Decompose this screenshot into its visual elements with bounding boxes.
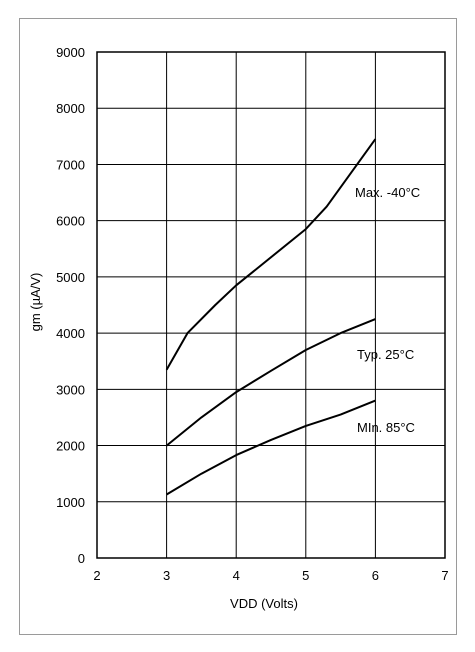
y-tick-labels: 0 1000 2000 3000 4000 5000 6000 7000 8000 9000 (56, 45, 85, 566)
grid-lines (97, 52, 445, 558)
y-tick-label: 0 (78, 551, 85, 566)
y-tick-label: 2000 (56, 439, 85, 454)
x-tick-label: 2 (93, 568, 100, 583)
series-line-1 (165, 318, 376, 447)
series-lines (165, 138, 377, 496)
y-tick-label: 7000 (56, 157, 85, 172)
y-axis-label: gm (µA/V) (28, 273, 43, 332)
series-line-0 (165, 138, 377, 371)
y-tick-label: 8000 (56, 101, 85, 116)
series-labels: Max. -40°C Typ. 25°C MIn. 85°C (355, 185, 420, 435)
y-tick-label: 3000 (56, 382, 85, 397)
x-tick-label: 3 (163, 568, 170, 583)
x-tick-label: 6 (372, 568, 379, 583)
plot-area-border (96, 51, 446, 559)
series-label-0: Max. -40°C (355, 185, 420, 200)
x-tick-label: 7 (441, 568, 448, 583)
x-tick-label: 4 (233, 568, 240, 583)
series-line-2 (166, 399, 376, 496)
x-axis-label: VDD (Volts) (230, 596, 298, 611)
series-label-2: MIn. 85°C (357, 420, 415, 435)
y-tick-label: 5000 (56, 270, 85, 285)
y-tick-label: 9000 (56, 45, 85, 60)
y-tick-label: 4000 (56, 326, 85, 341)
chart-frame (19, 18, 457, 635)
x-tick-label: 5 (302, 568, 309, 583)
y-tick-label: 1000 (56, 495, 85, 510)
x-tick-labels: 2 3 4 5 6 7 (93, 568, 448, 583)
y-tick-label: 6000 (56, 214, 85, 229)
series-label-1: Typ. 25°C (357, 347, 414, 362)
